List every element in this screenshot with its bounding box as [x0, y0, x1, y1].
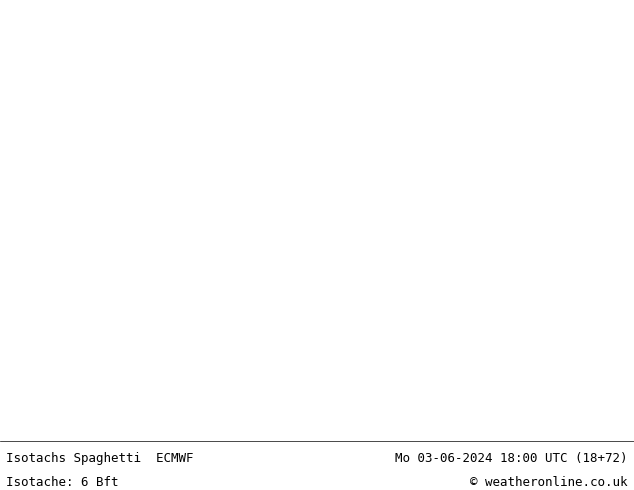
Text: © weatheronline.co.uk: © weatheronline.co.uk — [470, 476, 628, 489]
Text: Isotache: 6 Bft: Isotache: 6 Bft — [6, 476, 119, 489]
Text: Mo 03-06-2024 18:00 UTC (18+72): Mo 03-06-2024 18:00 UTC (18+72) — [395, 452, 628, 465]
Text: Isotachs Spaghetti  ECMWF: Isotachs Spaghetti ECMWF — [6, 452, 194, 465]
